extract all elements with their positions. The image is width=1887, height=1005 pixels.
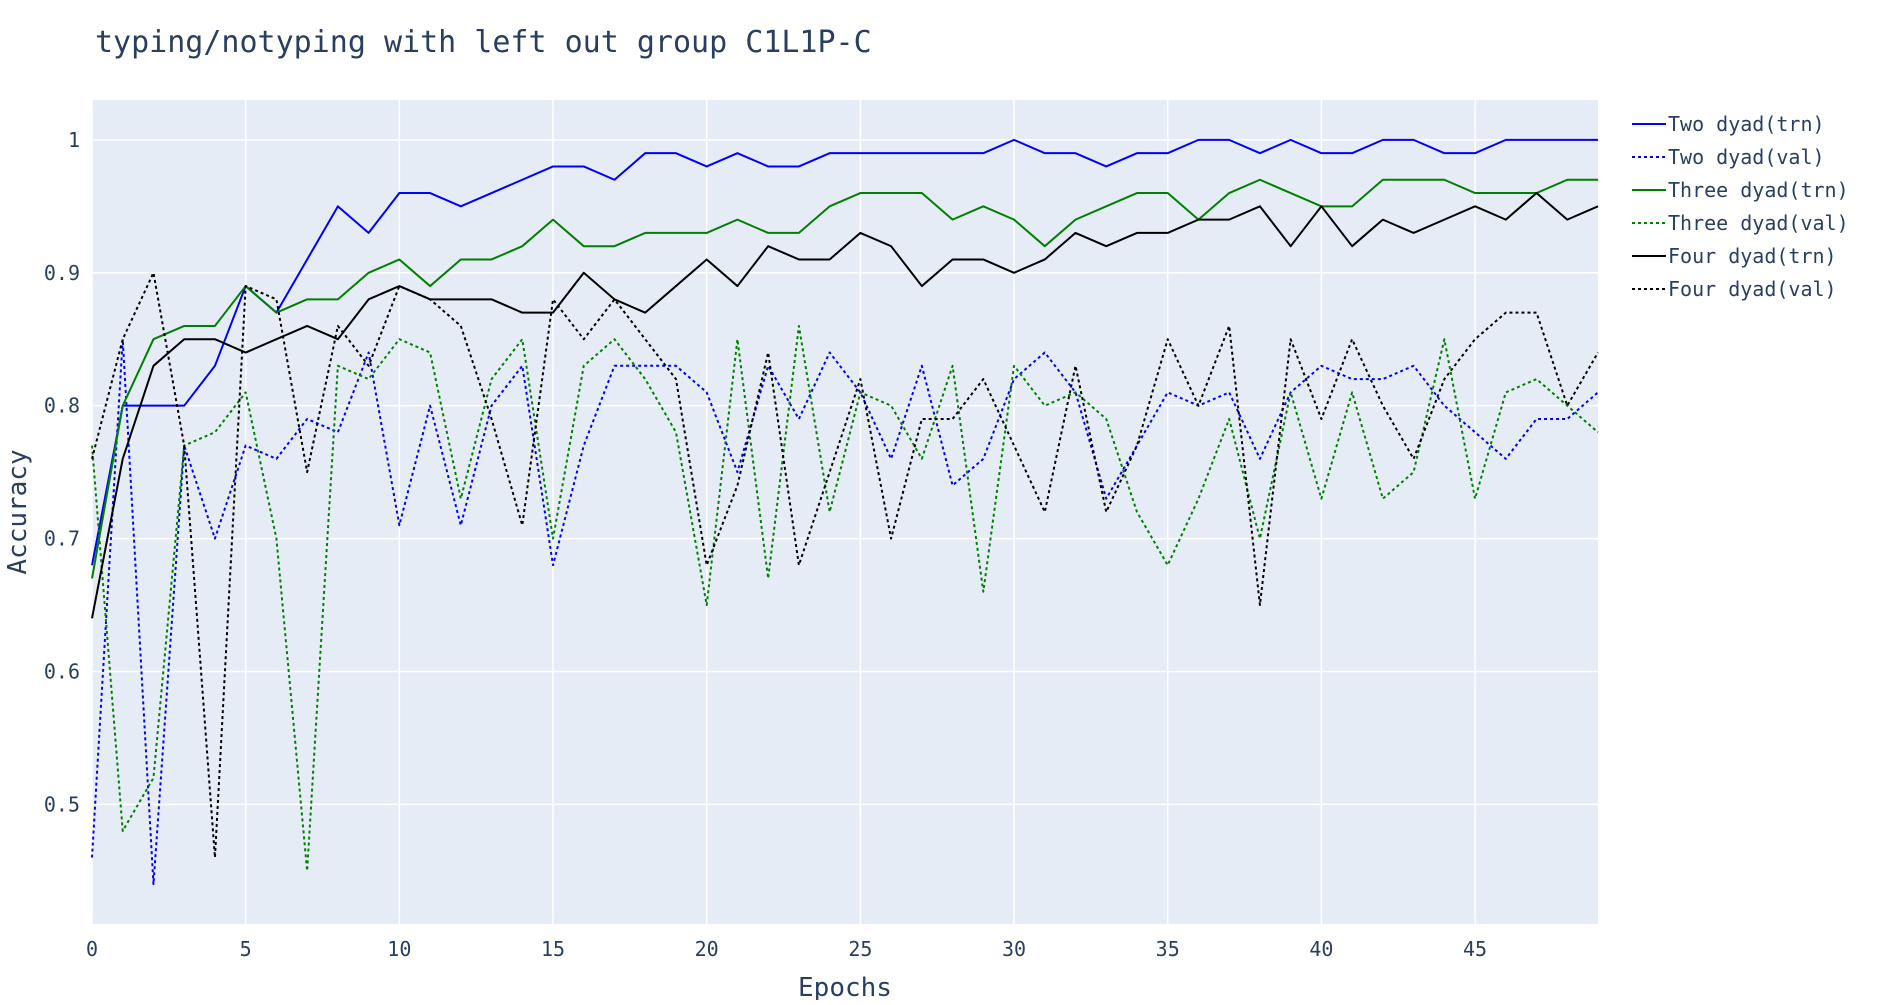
y-tick-label: 0.7 xyxy=(44,527,80,551)
x-tick-label: 35 xyxy=(1156,937,1180,961)
x-tick-label: 0 xyxy=(86,937,98,961)
y-tick-label: 0.8 xyxy=(44,394,80,418)
y-tick-label: 0.9 xyxy=(44,261,80,285)
plot-background xyxy=(92,100,1598,924)
legend-label: Four dyad(trn) xyxy=(1668,244,1837,268)
legend-label: Three dyad(val) xyxy=(1668,211,1849,235)
legend-item-1[interactable]: Two dyad(trn) xyxy=(1632,112,1825,136)
axis-ticks: 0 5 10 15 20 25 30 35 40 45 0.5 0.6 0.7 0.8 0.9 1 xyxy=(44,128,1487,961)
y-tick-label: 0.6 xyxy=(44,659,80,683)
legend-item-4[interactable]: Three dyad(val) xyxy=(1632,211,1849,235)
legend-item-5[interactable]: Four dyad(trn) xyxy=(1632,244,1837,268)
x-tick-label: 40 xyxy=(1309,937,1333,961)
series-line-3 xyxy=(91,178,1598,579)
legend-item-3[interactable]: Three dyad(trn) xyxy=(1632,178,1849,202)
x-tick-label: 45 xyxy=(1463,937,1487,961)
x-tick-label: 20 xyxy=(695,937,719,961)
x-tick-label: 10 xyxy=(387,937,411,961)
legend-label: Three dyad(trn) xyxy=(1668,178,1849,202)
x-tick-label: 5 xyxy=(240,937,252,961)
x-tick-label: 25 xyxy=(848,937,872,961)
series-line-2 xyxy=(91,338,1599,886)
series-line-1 xyxy=(91,138,1598,566)
grid-lines xyxy=(91,100,1598,924)
legend-label: Two dyad(val) xyxy=(1668,145,1825,169)
series-lines xyxy=(91,138,1599,886)
y-tick-label: 0.5 xyxy=(44,792,80,816)
legend-item-6[interactable]: Four dyad(val) xyxy=(1632,277,1837,301)
y-axis-title: Accuracy xyxy=(3,449,33,574)
legend[interactable]: Two dyad(trn) Two dyad(val) Three dyad(trn… xyxy=(1632,112,1849,301)
x-axis-title: Epochs xyxy=(798,973,892,1000)
chart-title: typing/notyping with left out group C1L1… xyxy=(95,25,872,60)
x-tick-label: 30 xyxy=(1002,937,1026,961)
legend-item-2[interactable]: Two dyad(val) xyxy=(1632,145,1825,169)
legend-label: Two dyad(trn) xyxy=(1668,112,1825,136)
series-line-4 xyxy=(91,324,1599,872)
series-line-6 xyxy=(91,271,1599,859)
y-tick-label: 1 xyxy=(68,128,80,152)
legend-label: Four dyad(val) xyxy=(1668,277,1837,301)
x-tick-label: 15 xyxy=(541,937,565,961)
